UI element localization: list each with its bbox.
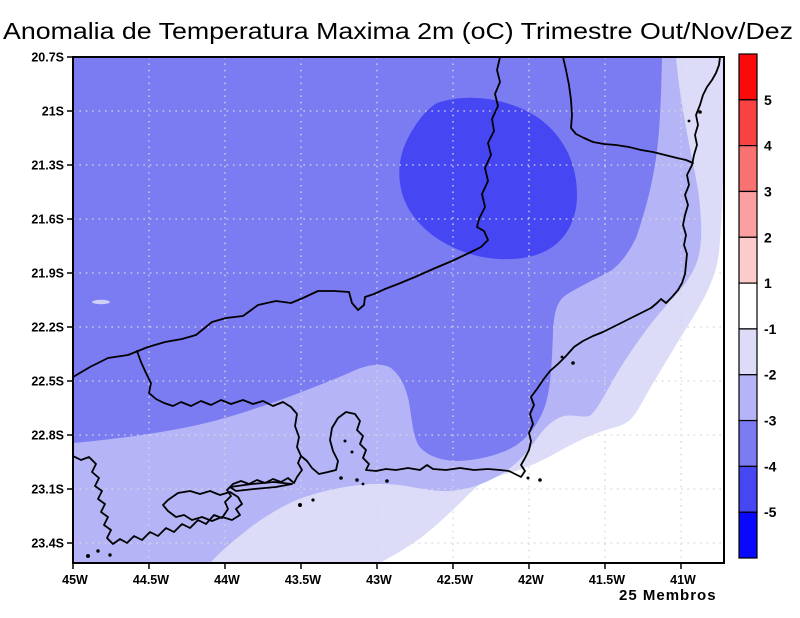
islet-dot xyxy=(526,476,530,480)
colorbar-segment xyxy=(738,511,758,559)
islet-dot xyxy=(698,110,702,114)
lon-tick-label: 43.5W xyxy=(285,573,321,587)
colorbar-segment xyxy=(738,236,758,284)
state-border-north xyxy=(73,57,501,378)
islet-dot xyxy=(538,478,542,482)
bay-islet-dot xyxy=(343,439,347,443)
colorbar-label: 3 xyxy=(764,183,772,199)
lon-tick-label: 42W xyxy=(518,573,544,587)
colorbar-segment xyxy=(738,465,758,513)
bay-islet-dot xyxy=(350,450,354,454)
colorbar-label: -5 xyxy=(764,504,777,520)
colorbar-label: -3 xyxy=(764,413,777,429)
lat-tick-label: 21.6S xyxy=(31,213,64,227)
islet-dot xyxy=(355,478,359,482)
colorbar-label: 4 xyxy=(764,138,772,154)
coastline-path xyxy=(73,57,721,545)
islet-dots xyxy=(86,110,702,558)
lat-tick-label: 23.4S xyxy=(31,537,64,551)
islet-dot xyxy=(298,503,302,507)
colorbar-segment xyxy=(738,99,758,147)
plot-border xyxy=(72,56,725,564)
colorbar-label: -1 xyxy=(764,321,777,337)
lon-tick-label: 44W xyxy=(214,573,240,587)
lon-tick-label: 44.5W xyxy=(133,573,169,587)
lon-tick-label: 45W xyxy=(62,573,88,587)
lat-tick-label: 21S xyxy=(42,105,64,119)
islet-dot xyxy=(571,361,575,365)
lon-tick-label: 41W xyxy=(670,573,696,587)
lat-tick-label: 22.2S xyxy=(31,321,64,335)
colorbar-label: 5 xyxy=(764,92,772,108)
marambaia-spit-outline xyxy=(229,481,293,492)
islet-dot xyxy=(385,479,389,483)
lat-tick-label: 21.3S xyxy=(31,159,64,173)
plot-title: Anomalia de Temperatura Maxima 2m (oC) T… xyxy=(3,18,793,44)
colorbar-label: 1 xyxy=(764,275,772,291)
lat-tick-label: 22.8S xyxy=(31,429,64,443)
lon-tick-label: 43W xyxy=(366,573,392,587)
colorbar-label: 2 xyxy=(764,229,772,245)
islet-dot xyxy=(96,549,100,553)
lon-tick-label: 42.5W xyxy=(437,573,473,587)
ilha-grande-outline xyxy=(162,490,243,522)
graticule-gridlines xyxy=(73,57,724,563)
contour-fill-layer xyxy=(73,57,724,563)
lat-tick-label: 20.7S xyxy=(31,51,64,65)
lat-tick-label: 22.5S xyxy=(31,375,64,389)
colorbar-segment xyxy=(738,53,758,101)
axis-layer: 20.7S 21S 21.3S 21.6S 21.9S 22.2S 22.5S 22.8S 23… xyxy=(31,51,696,588)
lat-tick-label: 21.9S xyxy=(31,267,64,281)
islet-dot xyxy=(560,355,564,359)
coastline-layer xyxy=(73,57,721,558)
small-light-artifact xyxy=(92,299,110,305)
state-border-west xyxy=(136,350,302,457)
colorbar-segment xyxy=(738,282,758,330)
lon-tick-label: 41.5W xyxy=(589,573,625,587)
colorbar-segment xyxy=(738,328,758,376)
islet-dot xyxy=(108,553,112,557)
colorbar-segment xyxy=(738,419,758,467)
colorbar-label: -4 xyxy=(764,458,777,474)
members-annotation: 25 Membros xyxy=(619,587,717,604)
islet-dot xyxy=(339,476,343,480)
colorbar-label: -2 xyxy=(764,367,777,383)
islet-dot xyxy=(86,554,90,558)
lat-tick-label: 23.1S xyxy=(31,483,64,497)
islet-dot xyxy=(311,498,315,502)
state-border-east xyxy=(562,57,694,164)
colorbar-segment xyxy=(738,145,758,193)
colorbar: 5 4 3 2 1 -1 -2 -3 -4 -5 xyxy=(738,53,777,559)
colorbar-segment xyxy=(738,374,758,422)
islet-dot xyxy=(361,482,365,486)
islet-dot xyxy=(687,119,691,123)
colorbar-segment xyxy=(738,190,758,238)
